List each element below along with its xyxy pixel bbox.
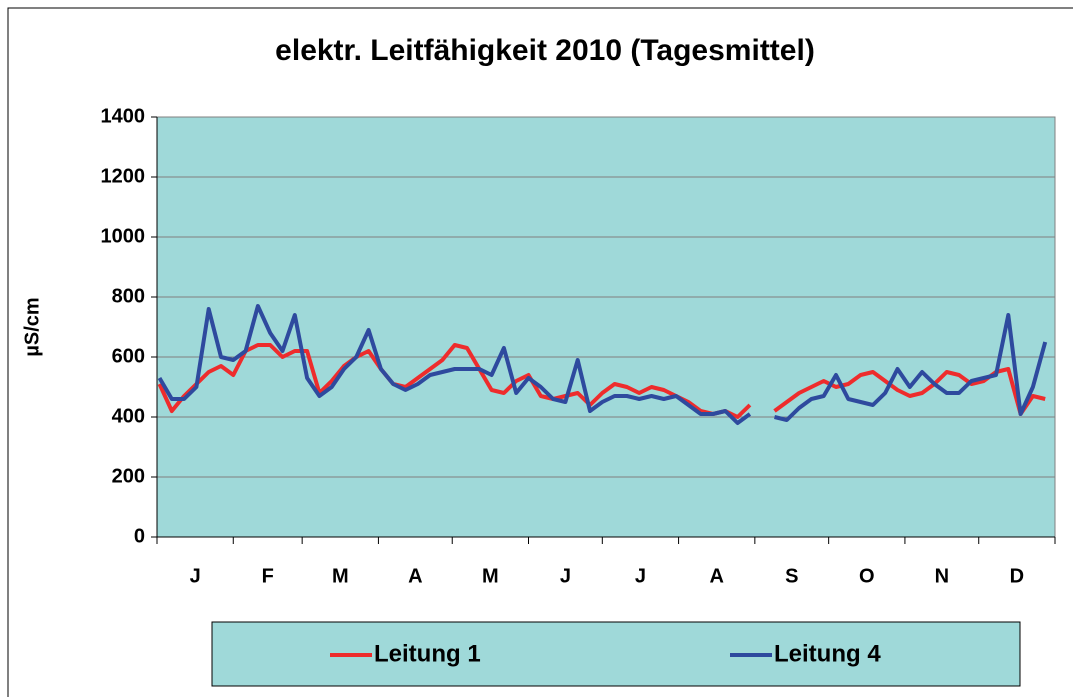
y-tick-label: 200 bbox=[112, 465, 145, 487]
y-tick-label: 800 bbox=[112, 285, 145, 307]
x-tick-label: M bbox=[482, 565, 499, 587]
line-series bbox=[157, 304, 1048, 425]
x-tick-label: M bbox=[332, 565, 349, 587]
x-tick-label: N bbox=[935, 565, 949, 587]
x-tick-label: J bbox=[560, 565, 571, 587]
x-tick-label: O bbox=[859, 565, 875, 587]
y-tick-label: 1400 bbox=[101, 105, 146, 127]
line-series bbox=[157, 343, 1046, 419]
x-tick-label: J bbox=[190, 565, 201, 587]
x-tick-label: J bbox=[635, 565, 646, 587]
legend-label: Leitung 4 bbox=[774, 640, 881, 667]
y-tick-label: 400 bbox=[112, 405, 145, 427]
x-tick-label: A bbox=[709, 565, 723, 587]
y-tick-label: 1200 bbox=[101, 165, 146, 187]
y-tick-label: 1000 bbox=[101, 225, 146, 247]
legend-label: Leitung 1 bbox=[374, 640, 481, 667]
x-tick-label: D bbox=[1010, 565, 1024, 587]
y-tick-label: 600 bbox=[112, 345, 145, 367]
x-tick-label: S bbox=[785, 565, 798, 587]
x-tick-label: F bbox=[262, 565, 274, 587]
chart-title: elektr. Leitfähigkeit 2010 (Tagesmittel) bbox=[275, 34, 815, 67]
y-tick-label: 0 bbox=[134, 525, 145, 547]
plot-area bbox=[156, 116, 1056, 538]
y-axis-label: µS/cm bbox=[21, 297, 43, 356]
x-tick-label: A bbox=[408, 565, 422, 587]
